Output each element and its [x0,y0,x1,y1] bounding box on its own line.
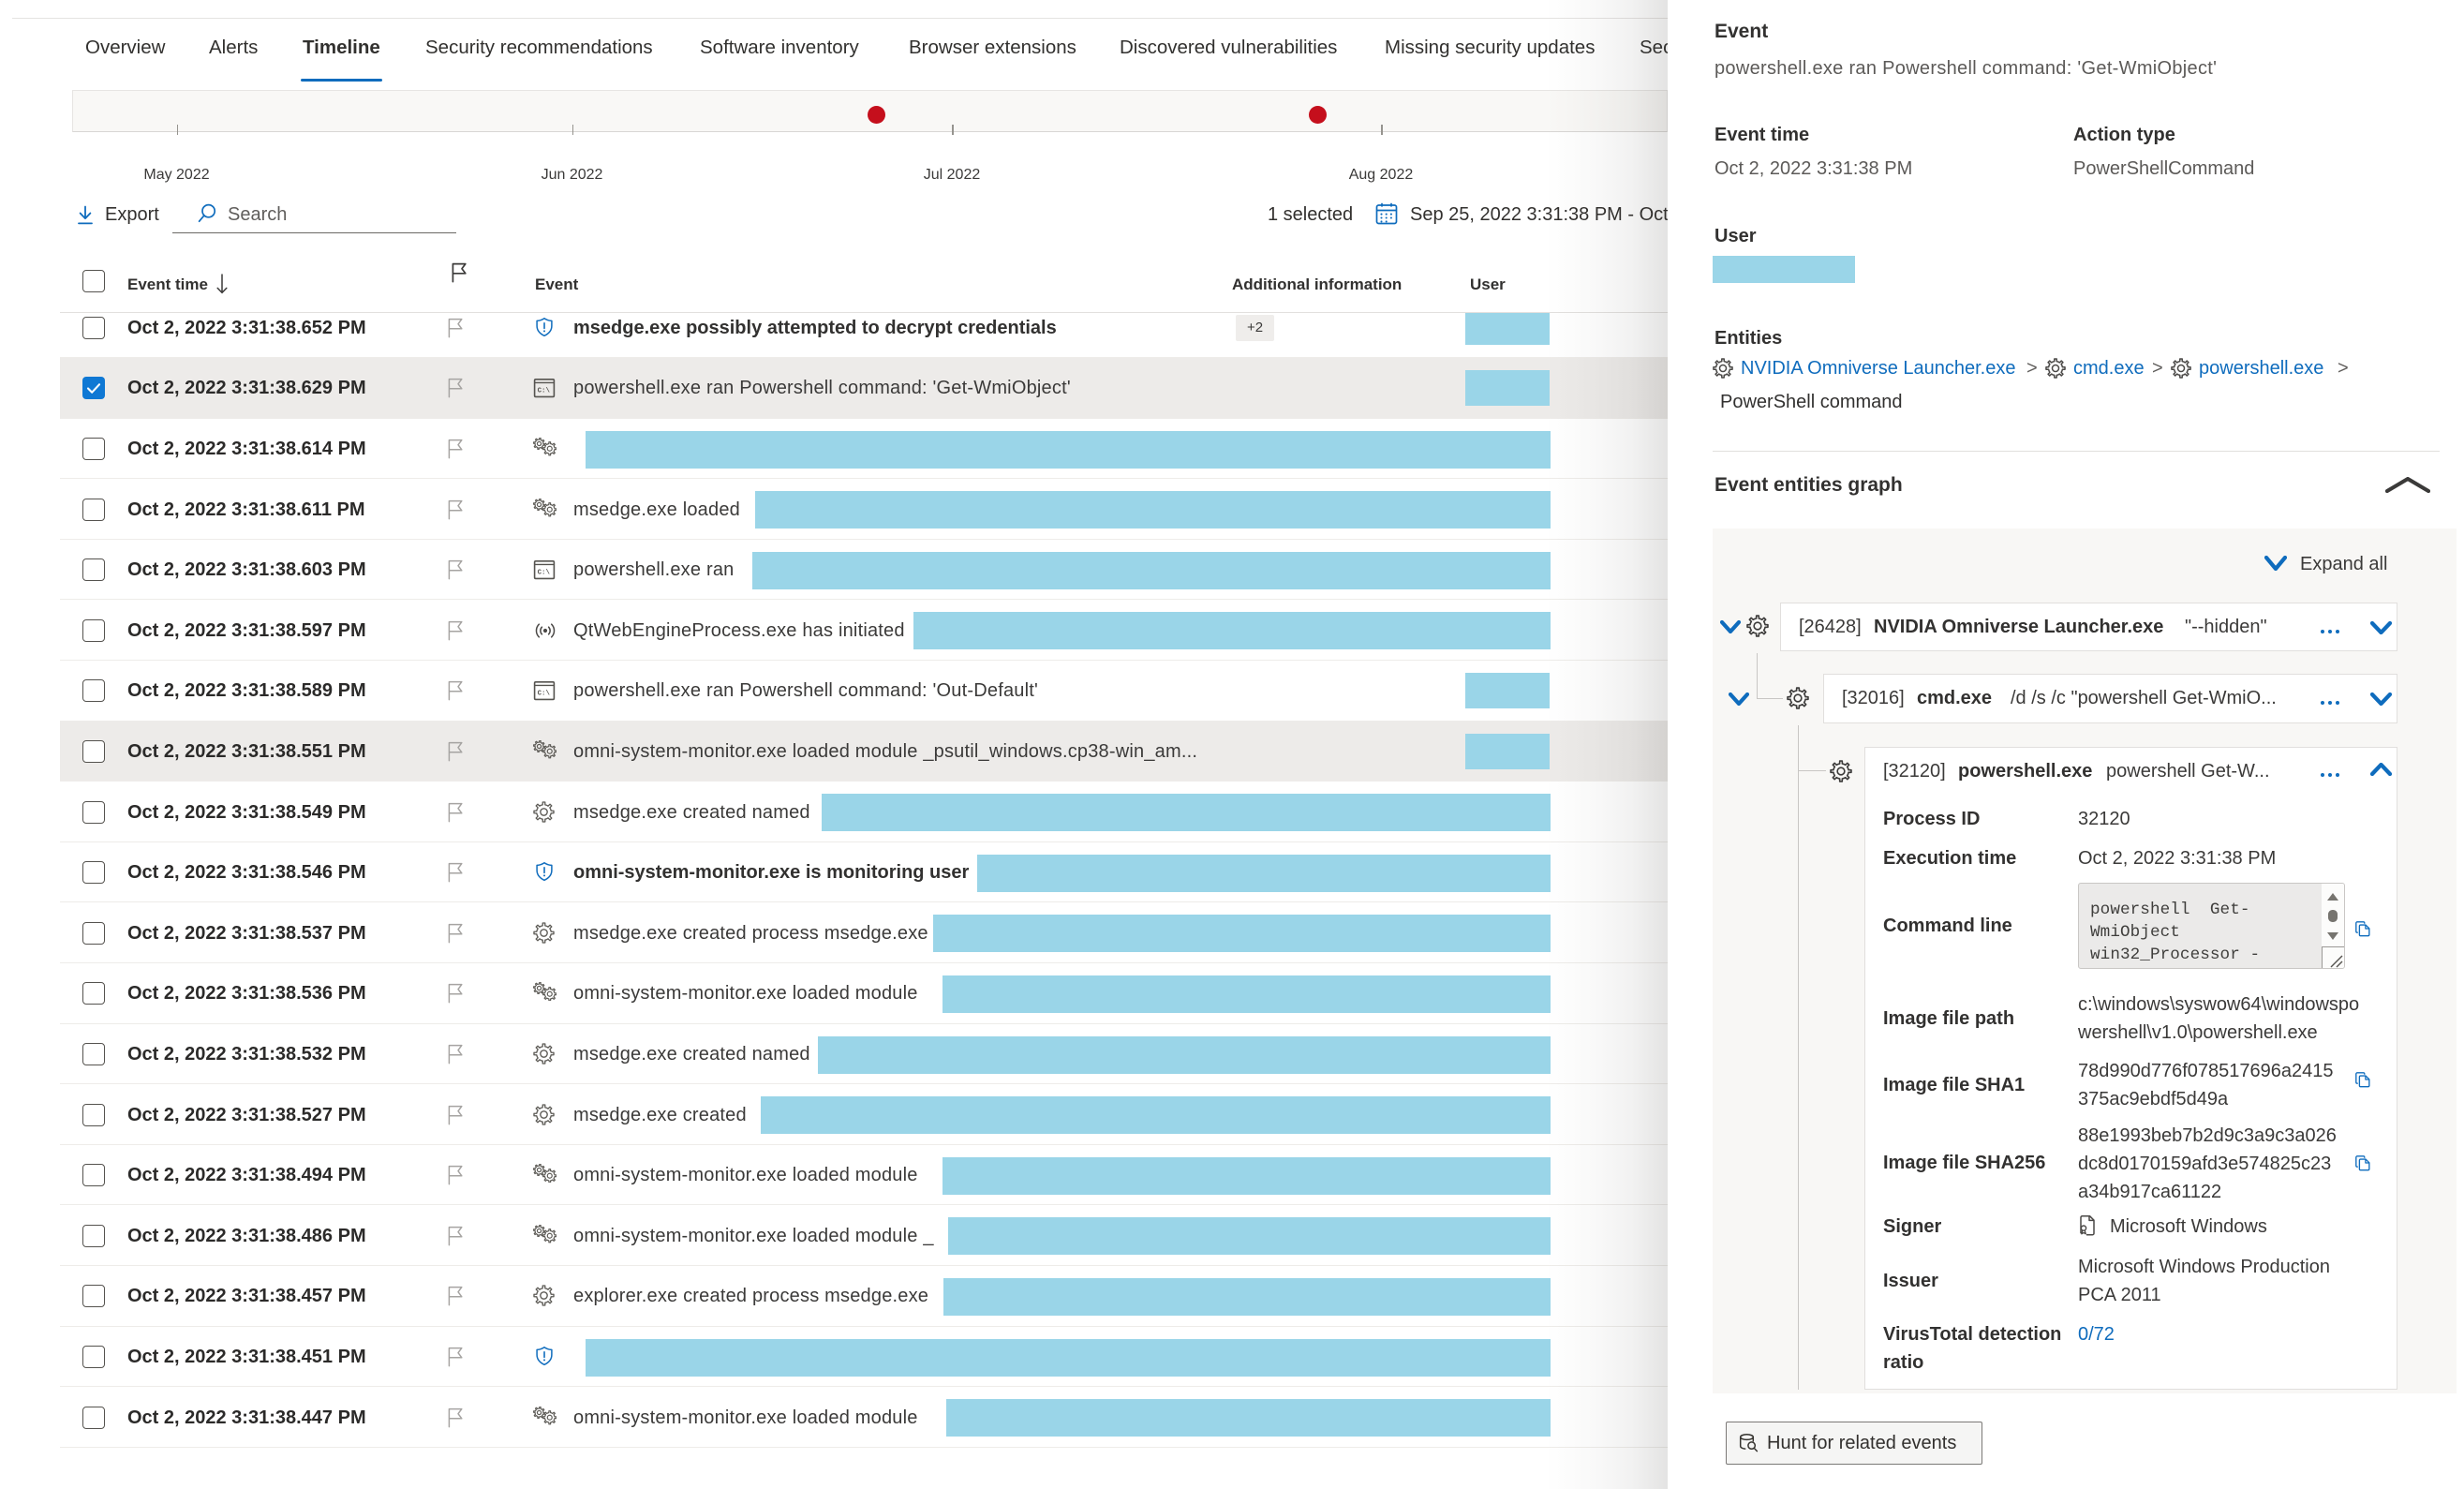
svg-text:C:\: C:\ [538,570,551,577]
svg-text:C:\: C:\ [538,388,551,395]
svg-text:C:\: C:\ [538,691,551,698]
